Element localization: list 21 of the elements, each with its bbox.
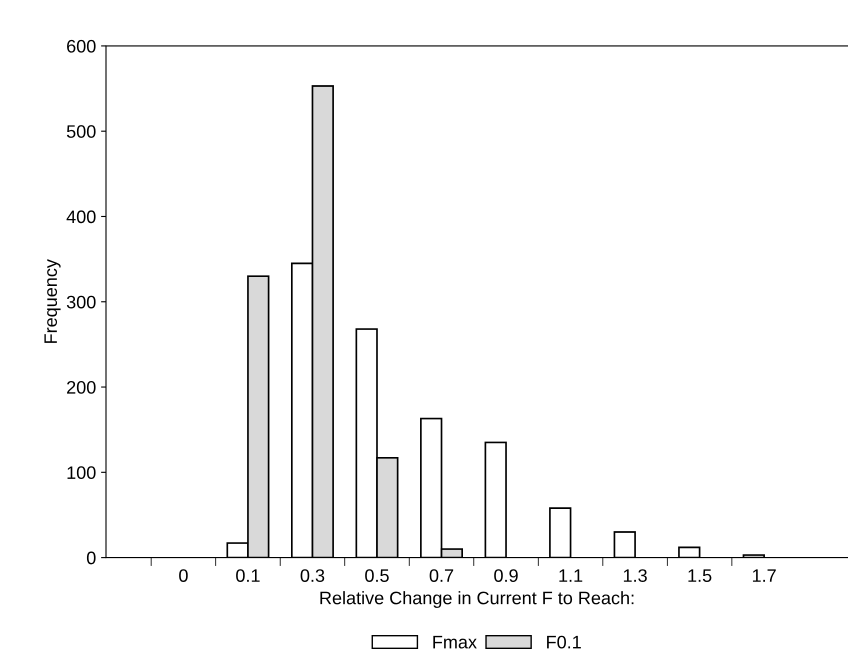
y-tick-label: 400 <box>66 210 96 224</box>
y-tick-label: 300 <box>66 296 96 308</box>
x-tick-label: 1.7 <box>752 569 776 582</box>
x-tick-label: 0.7 <box>430 569 454 582</box>
x-tick-label: 0 <box>179 569 188 582</box>
legend-label: Fmax <box>433 636 477 649</box>
y-tick-label: 500 <box>66 125 96 138</box>
y-axis-title: Frequency <box>44 259 61 343</box>
x-tick-label: 1.3 <box>624 569 647 582</box>
y-tick-label: 200 <box>67 380 96 394</box>
x-tick-label: 0.9 <box>494 569 518 582</box>
x-tick-label: 1.5 <box>688 569 712 582</box>
legend-label: F0.1 <box>547 636 581 649</box>
y-tick-label: 600 <box>67 40 96 53</box>
x-tick-label: 0.3 <box>300 569 324 582</box>
y-tick-label: 0 <box>86 552 96 564</box>
x-tick-label: 1.1 <box>559 569 582 582</box>
y-tick-label: 100 <box>68 466 96 480</box>
x-tick-label: 0.1 <box>236 569 260 582</box>
x-tick-label: 0.5 <box>365 569 389 582</box>
x-axis-title: Relative Change in Current F to Reach: <box>320 591 634 608</box>
